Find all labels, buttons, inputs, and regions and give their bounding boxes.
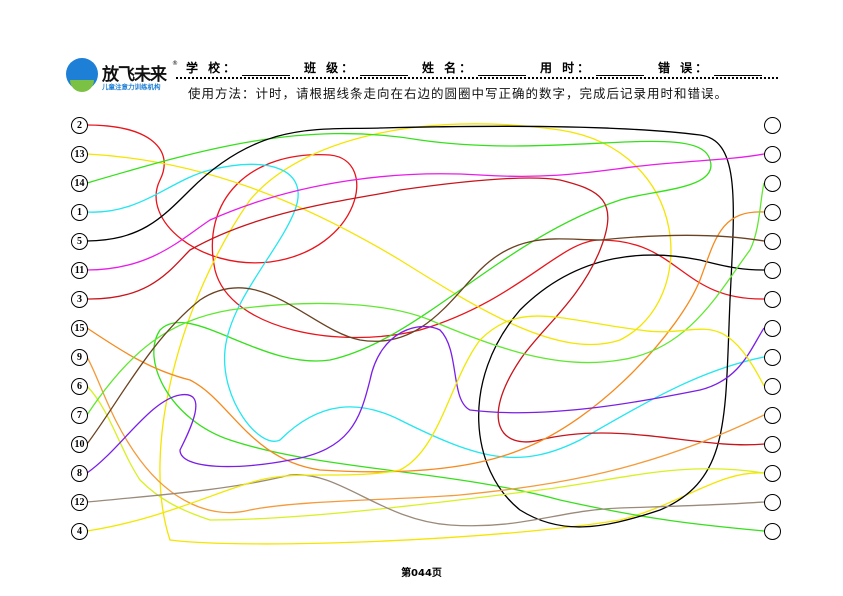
answer-circle[interactable]: [764, 146, 781, 163]
start-number-circle: 9: [71, 349, 88, 366]
start-number-circle: 1: [71, 204, 88, 221]
answer-circle[interactable]: [764, 436, 781, 453]
info-fields: 学 校： 班 级： 姓 名： 用 时： 错 误：: [186, 58, 776, 76]
maze-line: [86, 125, 765, 528]
errors-field[interactable]: [714, 63, 762, 76]
start-number-circle: 15: [71, 320, 88, 337]
answer-circle[interactable]: [764, 175, 781, 192]
name-label: 姓 名：: [422, 61, 475, 75]
maze-line: [86, 356, 765, 514]
maze-line: [86, 211, 765, 473]
school-field[interactable]: [242, 63, 290, 76]
answer-circle[interactable]: [764, 407, 781, 424]
answer-circle[interactable]: [764, 117, 781, 134]
answer-circle[interactable]: [764, 349, 781, 366]
start-number-circle: 8: [71, 465, 88, 482]
answer-circle[interactable]: [764, 523, 781, 540]
answer-circle[interactable]: [764, 320, 781, 337]
answer-circle[interactable]: [764, 204, 781, 221]
maze-line: [86, 474, 765, 527]
name-field[interactable]: [478, 63, 526, 76]
maze-line: [86, 132, 765, 532]
registered-mark: ®: [172, 60, 178, 67]
answer-circle[interactable]: [764, 262, 781, 279]
answer-circle[interactable]: [764, 233, 781, 250]
start-number-circle: 3: [71, 291, 88, 308]
maze-line: [86, 124, 765, 339]
logo: 放飞未来 ® 儿童注意力训练机构: [66, 58, 186, 94]
maze-line: [86, 177, 765, 446]
page-number: 第044页: [401, 568, 442, 579]
maze-line: [86, 385, 765, 521]
school-label: 学 校：: [186, 61, 239, 75]
maze-line: [86, 234, 765, 445]
class-label: 班 级：: [304, 61, 357, 75]
start-number-circle: 14: [71, 175, 88, 192]
class-field[interactable]: [360, 63, 408, 76]
maze-line: [86, 325, 765, 474]
logo-title: 放飞未来: [102, 65, 167, 85]
maze-line: [86, 163, 765, 459]
time-label: 用 时：: [540, 61, 593, 75]
answer-circle[interactable]: [764, 291, 781, 308]
start-number-circle: 12: [71, 494, 88, 511]
start-number-circle: 6: [71, 378, 88, 395]
maze-line: [86, 153, 765, 271]
start-number-circle: 2: [71, 117, 88, 134]
errors-label: 错 误：: [658, 61, 711, 75]
instructions: 使用方法：计时，请根据线条走向在右边的圆圈中写正确的数字，完成后记录用时和错误。: [188, 86, 729, 101]
start-number-circle: 5: [71, 233, 88, 250]
start-number-circle: 13: [71, 146, 88, 163]
maze-line: [86, 315, 765, 532]
start-number-circle: 11: [71, 262, 88, 279]
time-field[interactable]: [596, 63, 644, 76]
answer-circle[interactable]: [764, 465, 781, 482]
start-number-circle: 10: [71, 436, 88, 453]
answer-circle[interactable]: [764, 494, 781, 511]
answer-circle[interactable]: [764, 378, 781, 395]
start-number-circle: 7: [71, 407, 88, 424]
start-number-circle: 4: [71, 523, 88, 540]
dotted-divider: [176, 77, 778, 79]
logo-subtitle: 儿童注意力训练机构: [102, 83, 161, 91]
logo-bird-icon: [66, 58, 98, 92]
maze-line: [86, 182, 765, 416]
